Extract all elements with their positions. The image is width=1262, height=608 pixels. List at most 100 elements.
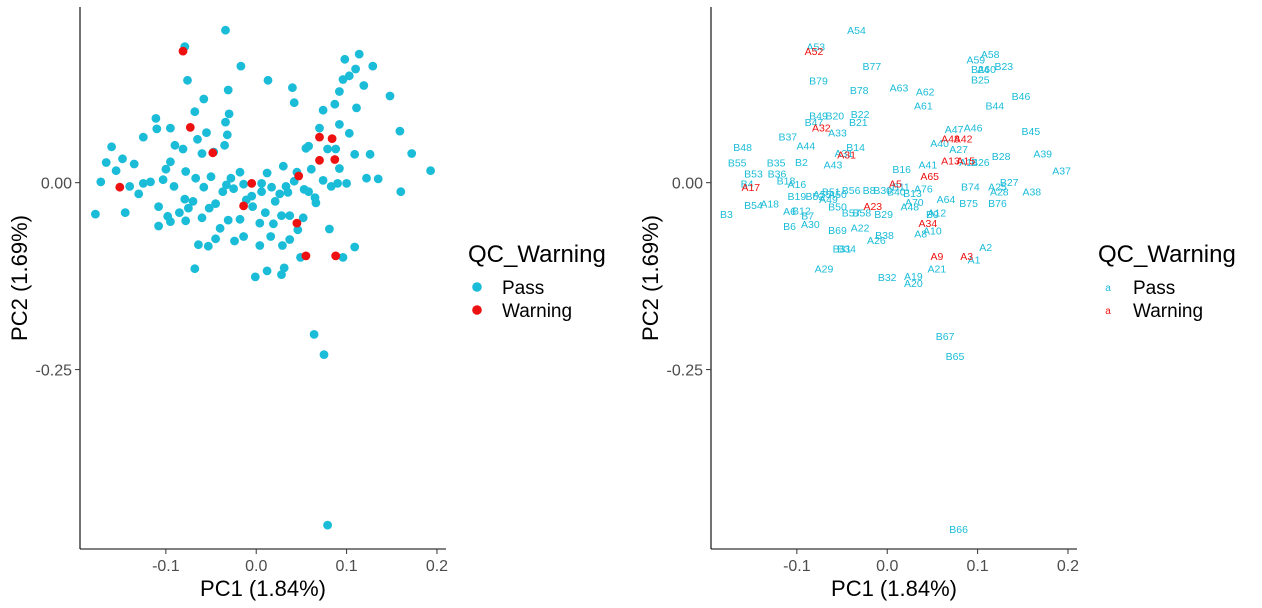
scatter-point-pass [206, 172, 216, 182]
scatter-point-pass [354, 49, 364, 59]
sample-label-pass: A43 [824, 160, 843, 172]
sample-label-pass: A49 [819, 194, 838, 206]
sample-label-pass: B65 [946, 351, 965, 363]
sample-label-pass: B46 [1012, 91, 1031, 103]
scatter-point-pass [323, 144, 332, 154]
sample-label-pass: A46 [964, 122, 983, 134]
panel-points-marks [91, 25, 435, 530]
scatter-point-pass [211, 234, 221, 244]
sample-label-pass: B7 [801, 211, 814, 223]
scatter-point-warning [330, 155, 340, 164]
sample-label-pass: A10 [923, 226, 942, 238]
scatter-point-pass [325, 224, 334, 234]
scatter-point-pass [96, 177, 106, 187]
scatter-point-pass [152, 124, 162, 134]
sample-label-pass: A2 [979, 242, 992, 254]
sample-label-pass: B48 [733, 142, 752, 154]
sample-label-pass: A47 [945, 124, 964, 136]
scatter-point-pass [178, 144, 188, 154]
legend-key-warning: a [1105, 306, 1111, 317]
scatter-point-pass [194, 240, 203, 250]
x-tick-label: 0.0 [245, 558, 267, 575]
sample-label-warning: A65 [920, 171, 939, 183]
sample-label-pass: A38 [1022, 187, 1041, 199]
sample-label-warning: A13 [941, 155, 960, 167]
scatter-point-pass [301, 143, 311, 153]
sample-label-pass: B20 [825, 110, 844, 122]
y-tick-label: -0.25 [667, 363, 704, 380]
scatter-point-pass [188, 197, 198, 206]
scatter-point-pass [197, 149, 207, 158]
scatter-point-pass [239, 232, 249, 241]
scatter-point-pass [288, 83, 297, 93]
scatter-point-pass [146, 177, 155, 187]
scatter-point-pass [263, 75, 273, 85]
scatter-point-pass [277, 270, 286, 279]
sample-label-pass: B76 [988, 198, 1007, 210]
sample-label-warning: A34 [919, 218, 938, 230]
scatter-point-pass [166, 157, 175, 167]
scatter-point-warning [292, 218, 302, 228]
sample-label-pass: A61 [914, 101, 933, 113]
scatter-point-pass [257, 179, 266, 188]
sample-label-pass: B14 [846, 142, 865, 154]
scatter-point-warning [185, 123, 195, 132]
y-tick-label: 0.00 [41, 176, 72, 193]
sample-label-warning: A31 [837, 149, 856, 161]
sample-label-pass: B66 [949, 524, 968, 536]
scatter-point-pass [335, 120, 344, 129]
scatter-point-warning [115, 182, 125, 192]
scatter-point-pass [193, 134, 202, 144]
sample-label-warning: A42 [954, 134, 973, 146]
sample-label-pass: B53 [744, 169, 763, 181]
scatter-point-pass [277, 211, 286, 221]
sample-label-pass: B54 [744, 200, 763, 212]
sample-label-pass: B50 [828, 202, 847, 214]
sample-label-pass: B29 [874, 209, 893, 221]
legend-key-pass [472, 282, 482, 292]
sample-label-pass: A14 [959, 157, 978, 169]
sample-label-warning: A3 [960, 251, 973, 263]
sample-label-pass: A6 [783, 206, 796, 218]
sample-label-warning: A9 [930, 251, 943, 263]
x-axis-title: PC1 (1.84%) [200, 576, 326, 601]
sample-label-pass: B51 [822, 187, 841, 199]
sample-label-pass: B31 [833, 244, 852, 256]
sample-label-pass: B79 [809, 75, 828, 87]
scatter-point-pass [170, 140, 180, 150]
sample-label-pass: B75 [959, 198, 978, 210]
sample-label-pass: B67 [936, 331, 955, 343]
legend-title: QC_Warning [468, 241, 606, 268]
scatter-point-pass [260, 208, 270, 218]
sample-label-pass: A25 [988, 181, 1007, 193]
scatter-point-warning [178, 46, 188, 56]
sample-label-pass: B74 [961, 181, 980, 193]
sample-label-pass: A18 [760, 199, 779, 211]
sample-label-pass: B58 [853, 208, 872, 220]
scatter-point-pass [118, 154, 127, 164]
scatter-point-pass [239, 179, 249, 189]
x-tick-label: 0.1 [966, 558, 988, 575]
sample-label-pass: A60 [977, 64, 996, 76]
sample-label-pass: B23 [994, 61, 1013, 73]
sample-label-pass: A19 [904, 271, 923, 283]
scatter-point-pass [306, 164, 316, 174]
sample-label-pass: B34 [837, 244, 856, 256]
sample-label-pass: B2 [795, 157, 808, 169]
sample-label-pass: A30 [801, 219, 820, 231]
scatter-point-pass [181, 167, 191, 176]
scatter-point-pass [342, 179, 351, 188]
y-axis-title: PC2 (1.69%) [7, 215, 32, 341]
scatter-point-pass [338, 253, 348, 262]
sample-label-pass: B22 [851, 109, 870, 121]
sample-label-pass: B3 [720, 209, 733, 221]
scatter-point-pass [166, 123, 175, 133]
scatter-point-pass [395, 126, 405, 136]
scatter-point-pass [319, 350, 329, 359]
sample-label-pass: A48 [900, 202, 919, 214]
scatter-point-pass [359, 81, 369, 90]
scatter-point-pass [138, 179, 148, 188]
scatter-point-pass [351, 64, 360, 74]
